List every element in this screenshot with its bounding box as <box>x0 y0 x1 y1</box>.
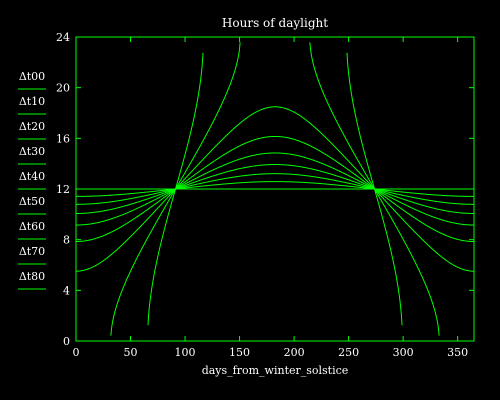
chart-title: Hours of daylight <box>222 16 328 30</box>
legend-label: Δt70 <box>19 245 45 258</box>
y-tick-label: 24 <box>56 31 70 44</box>
legend-label: Δt10 <box>19 95 45 108</box>
legend-label: Δt50 <box>19 195 45 208</box>
axis-ticks <box>75 36 474 342</box>
series-curves <box>76 42 474 336</box>
series-line-Δt50 <box>76 135 474 243</box>
legend-label: Δt60 <box>19 220 45 233</box>
legend: Δt00 Δt10 Δt20 Δt30 Δt40 Δt50 Δt60 Δt70 Δt80 <box>18 70 46 290</box>
x-tick-label: 100 <box>175 346 196 359</box>
series-line-Δt20 <box>76 173 474 205</box>
series-line-Δt80 <box>346 52 403 326</box>
series-line-Δt40 <box>76 152 474 226</box>
series-line-Δt10 <box>76 181 474 197</box>
y-tick-label: 12 <box>56 183 70 196</box>
x-tick-label: 50 <box>124 346 138 359</box>
y-tick-label: 20 <box>56 82 70 95</box>
series-line-Δt30 <box>76 164 474 214</box>
legend-label: Δt00 <box>19 70 45 83</box>
legend-label: Δt20 <box>19 120 45 133</box>
legend-label: Δt30 <box>19 145 45 158</box>
x-tick-label: 200 <box>284 346 305 359</box>
legend-label: Δt80 <box>19 270 45 283</box>
y-tick-label: 16 <box>56 132 70 145</box>
y-tick-label: 4 <box>63 284 70 297</box>
x-tick-label: 250 <box>338 346 359 359</box>
series-line-Δt80 <box>147 52 204 326</box>
axis-tick-labels: 0 50 100 150 200 250 300 350 0 4 8 12 16 20 24 <box>56 31 468 359</box>
series-line-Δt60 <box>76 106 474 272</box>
x-tick-label: 300 <box>393 346 414 359</box>
x-tick-label: 350 <box>447 346 468 359</box>
x-tick-label: 0 <box>73 346 80 359</box>
legend-label: Δt40 <box>19 170 45 183</box>
x-tick-label: 150 <box>229 346 250 359</box>
x-axis-label: days_from_winter_solstice <box>202 364 349 377</box>
y-tick-label: 8 <box>63 234 70 247</box>
y-tick-label: 0 <box>63 335 70 348</box>
